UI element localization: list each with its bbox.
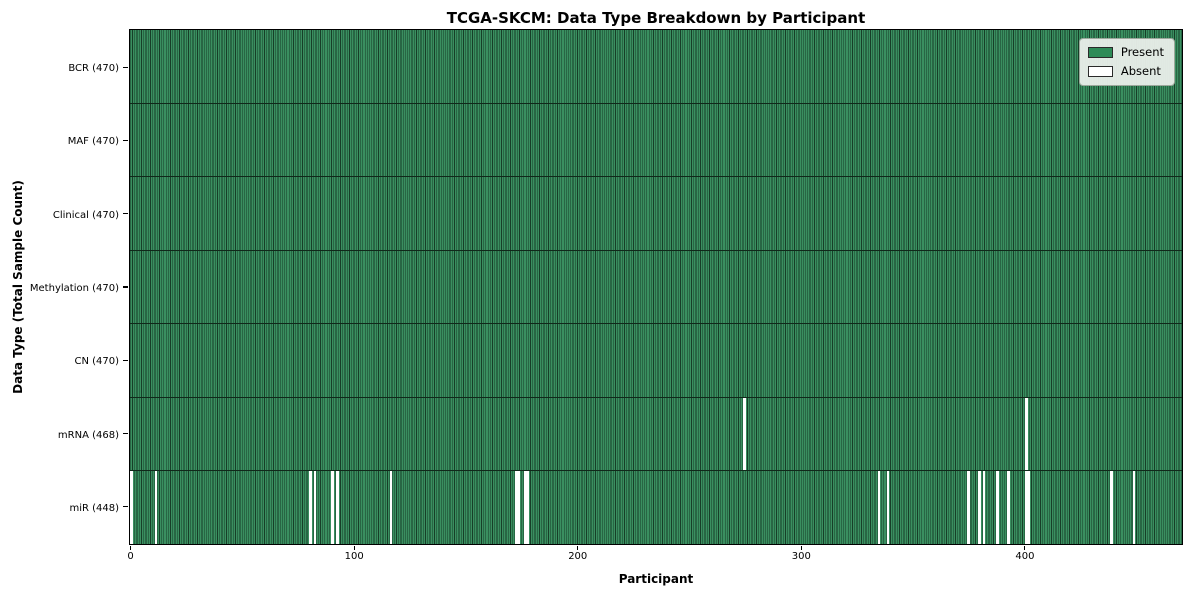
absent-mark-mir-381 bbox=[982, 471, 986, 545]
xtick-mark-400 bbox=[1024, 545, 1026, 550]
ytick-label-clinical: Clinical (470) bbox=[52, 209, 119, 221]
absent-mark-mir-448 bbox=[1132, 471, 1136, 545]
heatmap-row-bcr bbox=[130, 30, 1182, 103]
absent-mark-mir-177 bbox=[526, 471, 529, 545]
ytick-mark-cn bbox=[123, 359, 128, 361]
heatmap-row-mrna bbox=[130, 396, 1182, 471]
heatmap-row-maf bbox=[130, 102, 1182, 177]
absent-mark-mir-379 bbox=[978, 471, 981, 545]
xtick-label-0: 0 bbox=[127, 551, 134, 562]
heatmap-row-cn bbox=[130, 323, 1182, 397]
ytick-mark-methylation bbox=[123, 286, 128, 288]
absent-mark-mir-338 bbox=[886, 471, 890, 545]
ytick-mark-clinical bbox=[123, 213, 128, 215]
ytick-label-methylation: Methylation (470) bbox=[29, 283, 119, 294]
plot-area: Present Absent bbox=[129, 29, 1183, 545]
x-axis-label: Participant bbox=[618, 572, 694, 586]
absent-mark-mir-176 bbox=[523, 471, 527, 545]
heatmap-rows bbox=[130, 30, 1182, 545]
heatmap-row-methylation bbox=[130, 249, 1182, 324]
ytick-mark-maf bbox=[123, 139, 128, 142]
absent-swatch-icon bbox=[1087, 66, 1113, 77]
absent-mark-mir-92 bbox=[335, 471, 339, 545]
absent-mark-mir-401 bbox=[1027, 471, 1031, 545]
xtick-label-300: 300 bbox=[791, 551, 811, 562]
absent-mark-mir-374 bbox=[967, 471, 970, 545]
chart-title: TCGA-SKCM: Data Type Breakdown by Partic… bbox=[446, 9, 866, 27]
xtick-mark-200 bbox=[577, 545, 579, 550]
xtick-mark-300 bbox=[800, 545, 802, 550]
absent-mark-mir-392 bbox=[1007, 471, 1011, 545]
ytick-mark-mrna bbox=[123, 432, 128, 435]
absent-mark-mir-116 bbox=[389, 471, 393, 545]
absent-mark-mir-11 bbox=[154, 471, 158, 545]
legend-item-absent: Absent bbox=[1087, 64, 1164, 78]
absent-mark-mir-172 bbox=[514, 471, 518, 545]
ytick-mark-mir bbox=[123, 506, 128, 508]
absent-mark-mir-90 bbox=[331, 471, 335, 545]
absent-mark-mrna-400 bbox=[1025, 397, 1028, 471]
absent-mark-mir-400 bbox=[1025, 471, 1028, 545]
absent-mark-mir-173 bbox=[517, 471, 520, 545]
ytick-label-cn: CN (470) bbox=[74, 356, 119, 368]
xtick-label-200: 200 bbox=[568, 551, 588, 562]
present-swatch-icon bbox=[1087, 47, 1113, 58]
legend-label-present: Present bbox=[1120, 45, 1164, 59]
legend: Present Absent bbox=[1078, 38, 1175, 86]
absent-mark-mir-82 bbox=[313, 471, 317, 545]
absent-mark-mir-387 bbox=[996, 471, 999, 545]
legend-label-absent: Absent bbox=[1120, 64, 1161, 78]
heatmap-row-clinical bbox=[130, 176, 1182, 250]
heatmap-row-mir bbox=[130, 470, 1182, 545]
absent-mark-mrna-274 bbox=[743, 397, 746, 471]
xtick-label-400: 400 bbox=[1015, 551, 1035, 562]
ytick-label-mrna: mRNA (468) bbox=[57, 429, 119, 441]
absent-mark-mir-438 bbox=[1110, 471, 1114, 545]
absent-mark-mir-334 bbox=[877, 471, 881, 545]
ytick-mark-bcr bbox=[123, 66, 128, 68]
ytick-label-bcr: BCR (470) bbox=[68, 63, 119, 75]
absent-mark-mir-0 bbox=[130, 471, 133, 545]
ytick-label-maf: MAF (470) bbox=[67, 136, 119, 148]
xtick-label-100: 100 bbox=[344, 551, 364, 562]
xtick-mark-0 bbox=[130, 545, 132, 550]
xtick-mark-100 bbox=[353, 545, 355, 550]
legend-item-present: Present bbox=[1087, 45, 1164, 59]
absent-mark-mir-80 bbox=[309, 471, 312, 545]
ytick-label-mir: miR (448) bbox=[69, 502, 119, 514]
